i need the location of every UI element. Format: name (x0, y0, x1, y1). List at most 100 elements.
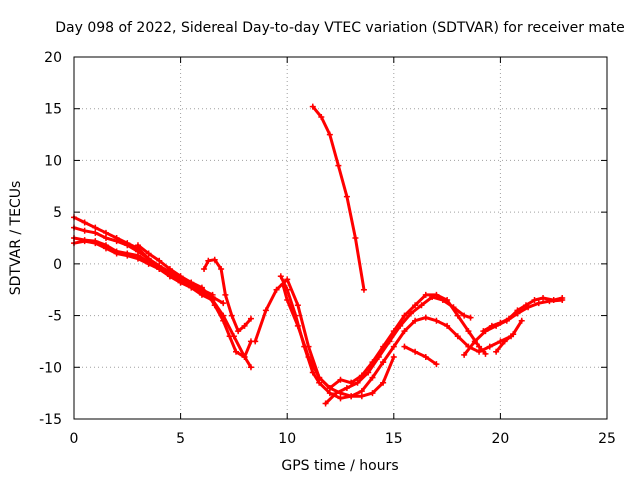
data-point (81, 227, 88, 234)
data-point (505, 315, 512, 322)
data-point (284, 286, 291, 293)
data-point (92, 238, 99, 245)
series-arc-7-points (252, 276, 355, 391)
data-point (535, 300, 542, 307)
data-point (467, 314, 474, 321)
data-point (124, 242, 131, 249)
data-point (540, 294, 547, 301)
y-tick-label: 10 (44, 153, 62, 169)
chart-title: Day 098 of 2022, Sidereal Day-to-day VTE… (55, 20, 625, 36)
data-point (318, 113, 325, 120)
data-point (177, 279, 184, 286)
series-arc-14-points (401, 343, 440, 368)
data-point (369, 374, 376, 381)
series-arc-16-points (480, 294, 566, 335)
data-point (247, 364, 254, 371)
data-point (380, 343, 387, 350)
data-point (514, 307, 521, 314)
data-point (412, 348, 419, 355)
data-point (309, 369, 316, 376)
data-point (550, 297, 557, 304)
data-point (326, 131, 333, 138)
data-point (241, 353, 248, 360)
data-point (198, 291, 205, 298)
series-arc-13-points (380, 314, 515, 366)
data-point (461, 351, 468, 358)
y-tick-label: -10 (39, 360, 62, 376)
data-point (471, 338, 478, 345)
grid (74, 57, 607, 419)
data-point (510, 331, 517, 338)
data-point (497, 319, 504, 326)
data-point (81, 219, 88, 226)
data-point (134, 242, 141, 249)
data-point (309, 103, 316, 110)
data-point (102, 229, 109, 236)
data-point (145, 250, 152, 257)
series-arc-16 (481, 296, 564, 333)
data-point (220, 317, 227, 324)
data-point (292, 312, 299, 319)
data-point (102, 235, 109, 241)
data-point (422, 314, 429, 321)
y-tick-label: 0 (53, 257, 62, 273)
data-point (156, 257, 163, 264)
data-point (482, 350, 489, 357)
data-point (433, 291, 440, 298)
y-tick-label: -5 (48, 309, 62, 325)
data-point (211, 302, 218, 309)
data-point (211, 256, 218, 263)
data-point (284, 276, 291, 283)
data-point (252, 338, 259, 345)
x-axis-label: GPS time / hours (281, 458, 398, 474)
data-point (316, 379, 323, 386)
data-point (348, 393, 355, 400)
series-arc-9 (279, 274, 385, 400)
data-point (401, 343, 408, 350)
data-point (156, 266, 163, 273)
data-point (205, 257, 212, 264)
data-point (461, 312, 468, 319)
data-point (493, 348, 500, 355)
data-point (201, 266, 208, 273)
data-point (433, 317, 440, 324)
data-point (235, 328, 242, 335)
series-arc-7 (253, 277, 353, 390)
x-tick-label: 10 (278, 431, 296, 447)
data-point (401, 312, 408, 319)
data-point (124, 250, 131, 257)
data-point (218, 266, 225, 273)
data-point (369, 390, 376, 397)
y-tick-label: -15 (39, 412, 62, 428)
data-point (358, 388, 365, 395)
data-point (113, 238, 120, 245)
data-point (277, 273, 284, 280)
data-point (326, 384, 333, 391)
data-point (380, 359, 387, 366)
data-point (390, 343, 397, 350)
data-point (418, 302, 425, 309)
data-point (145, 258, 152, 265)
data-point (522, 302, 529, 309)
data-point (559, 294, 566, 301)
data-point (113, 248, 120, 255)
x-tick-label: 15 (385, 431, 403, 447)
data-point (354, 379, 361, 386)
data-point (220, 300, 227, 307)
data-point (294, 302, 301, 309)
data-point (501, 338, 508, 345)
data-point (369, 359, 376, 366)
data-point (198, 284, 205, 291)
data-point (337, 376, 344, 383)
axis-ticks: 0 5 10 15 20 25 -15 -10 -5 0 5 10 15 20 (39, 50, 616, 447)
data-point (358, 393, 365, 400)
series-arc-14 (403, 345, 438, 366)
series-arc-5 (136, 243, 253, 359)
data-point (422, 291, 429, 298)
data-point (228, 312, 235, 319)
data-point (412, 317, 419, 324)
data-point (166, 266, 173, 273)
data-point (333, 390, 340, 397)
series-arc-10-points (309, 103, 367, 293)
data-point (177, 273, 184, 280)
